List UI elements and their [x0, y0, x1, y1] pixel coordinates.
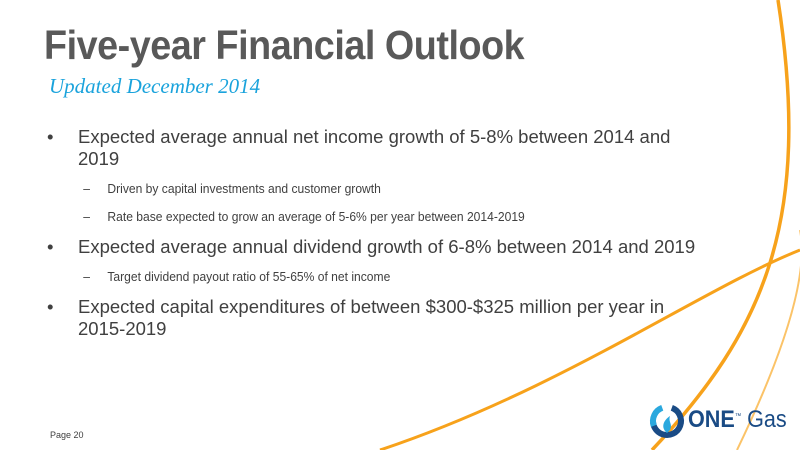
sub-bullet-text: Driven by capital investments and custom…: [107, 181, 381, 196]
logo-trademark: ™: [734, 413, 742, 420]
bullet-marker: •: [47, 236, 54, 257]
bullet-list: • Expected average annual net income gro…: [46, 126, 706, 350]
dash-marker: –: [83, 269, 90, 284]
dash-marker: –: [83, 181, 90, 196]
logo-wordmark: ONE™ Gas: [688, 406, 787, 434]
one-gas-logo: ONE™ Gas: [648, 402, 788, 440]
flame-ring-icon: [650, 404, 684, 438]
bullet-marker: •: [47, 296, 54, 317]
bullet-item: • Expected average annual net income gro…: [46, 126, 706, 170]
bullet-item: • Expected average annual dividend growt…: [46, 236, 706, 258]
bullet-item: • Expected capital expenditures of betwe…: [46, 296, 706, 340]
bullet-text: Expected average annual net income growt…: [78, 126, 671, 169]
slide-title: Five-year Financial Outlook: [44, 22, 525, 68]
sub-bullet-item: – Target dividend payout ratio of 55-65%…: [46, 268, 660, 286]
bullet-text: Expected average annual dividend growth …: [78, 236, 696, 257]
sub-bullet-item: – Driven by capital investments and cust…: [46, 180, 660, 198]
sub-bullet-item: – Rate base expected to grow an average …: [46, 208, 660, 226]
bullet-text: Expected capital expenditures of between…: [78, 296, 665, 339]
sub-bullet-text: Target dividend payout ratio of 55-65% o…: [107, 269, 391, 284]
bullet-marker: •: [47, 126, 54, 147]
dash-marker: –: [83, 209, 90, 224]
sub-bullet-text: Rate base expected to grow an average of…: [107, 209, 525, 224]
slide-subtitle: Updated December 2014: [49, 74, 261, 98]
page-number: Page 20: [50, 430, 84, 440]
logo-word-one: ONE: [688, 406, 735, 433]
logo-word-gas: Gas: [747, 406, 787, 433]
